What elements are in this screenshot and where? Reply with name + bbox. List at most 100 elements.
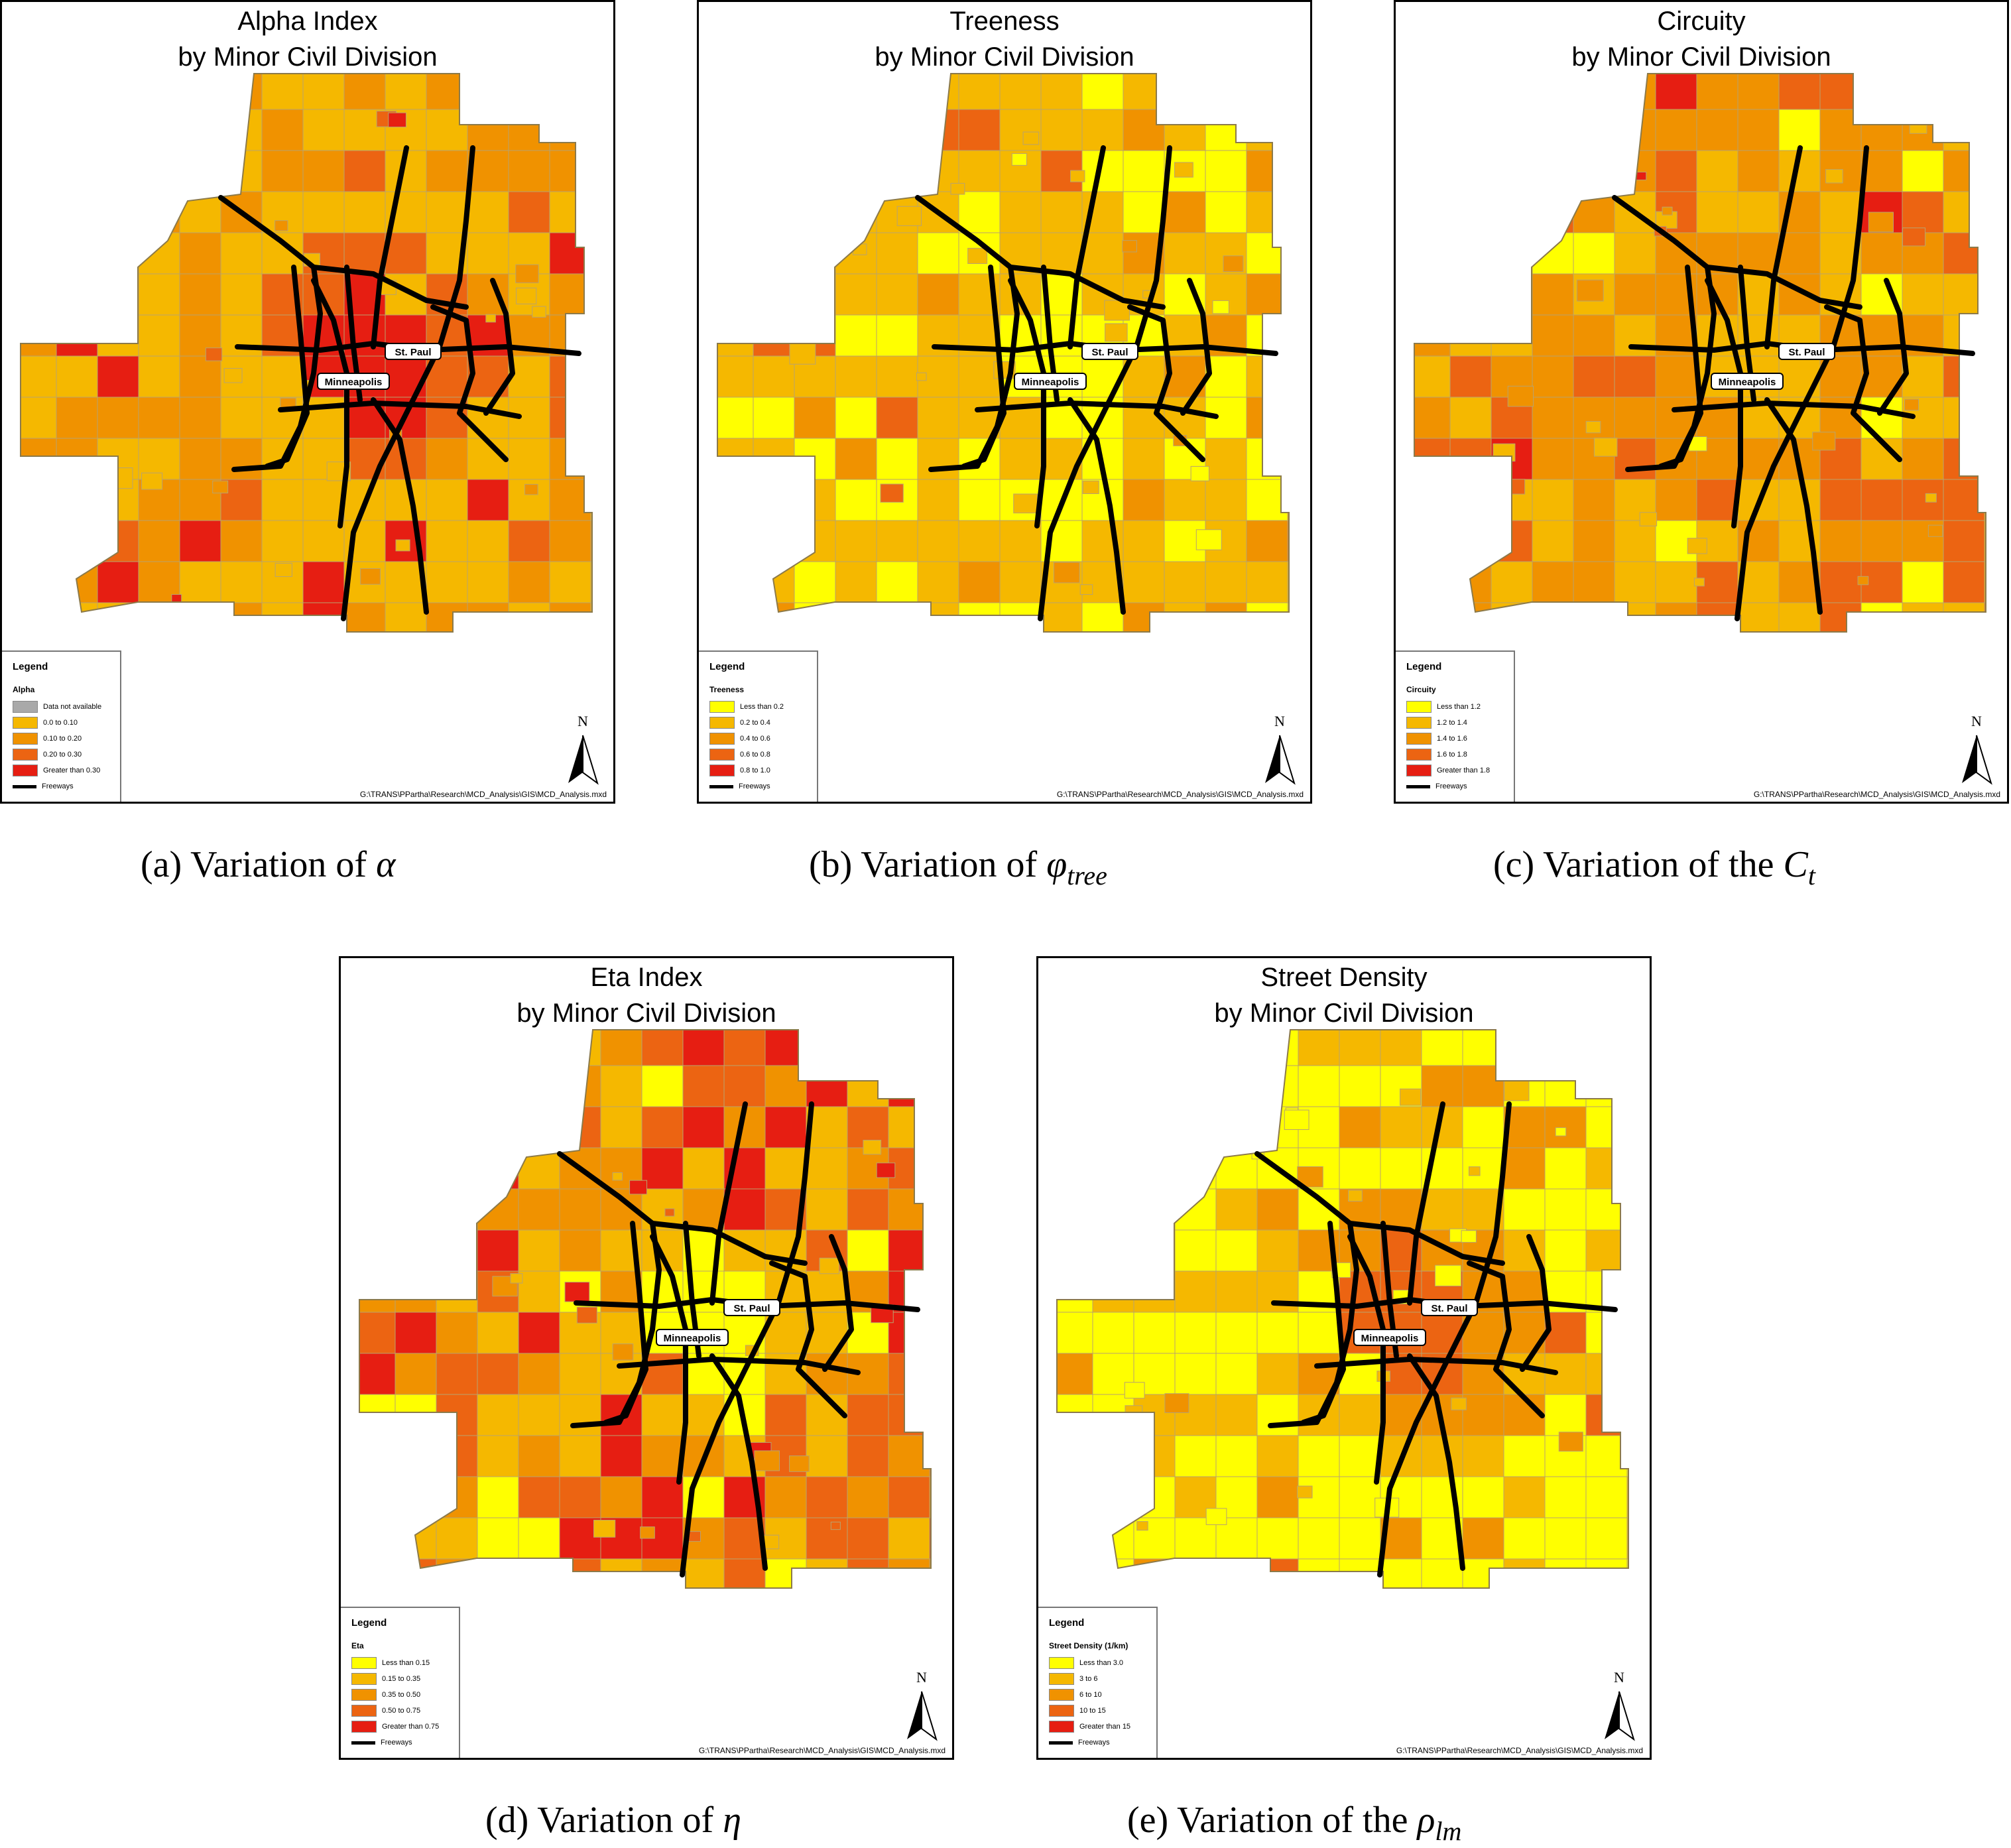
mcd-region — [929, 1147, 931, 1190]
mcd-region — [929, 1394, 931, 1436]
mcd-region — [1449, 232, 1492, 275]
mcd-region — [1482, 202, 1495, 214]
mcd-region — [1414, 232, 1451, 275]
mcd-region — [1421, 1065, 1463, 1107]
mcd-region — [917, 602, 959, 632]
mcd-region — [1414, 438, 1451, 480]
mcd-region — [559, 1229, 601, 1272]
mcd-region — [1573, 232, 1615, 275]
mcd-region — [141, 472, 163, 490]
mcd-region — [1614, 109, 1656, 151]
mcd-region — [1040, 109, 1083, 151]
mcd-region — [220, 561, 263, 603]
mcd-region — [1287, 232, 1289, 275]
mcd-region — [1544, 1106, 1587, 1148]
mcd-region — [593, 1519, 616, 1538]
mcd-region — [21, 520, 57, 562]
mcd-region — [1984, 397, 1986, 439]
mcd-region — [1819, 479, 1862, 521]
freeway-line — [680, 1101, 814, 1577]
mcd-region — [385, 602, 427, 632]
mcd-region — [559, 1188, 601, 1231]
mcd-region — [1902, 479, 1944, 521]
mcd-region — [426, 438, 468, 480]
city-label-minneapolis-box — [1014, 373, 1087, 390]
legend-title: Treeness — [709, 685, 745, 694]
freeway-line — [975, 400, 1219, 419]
mcd-region — [436, 1065, 478, 1107]
mcd-region — [1040, 191, 1083, 233]
legend-swatch — [1049, 1705, 1074, 1717]
mcd-region — [1215, 1353, 1258, 1395]
mcd-region — [835, 520, 877, 562]
mcd-region — [835, 273, 877, 316]
mcd-region — [138, 191, 180, 233]
map-legend: Legend Circuity Less than 1.2 1.2 to 1.4 1.4… — [1396, 650, 1515, 802]
mcd-region — [261, 109, 304, 151]
mcd-region — [138, 602, 180, 632]
caption-subscript: lm — [1435, 1816, 1462, 1847]
mcd-region — [1639, 512, 1658, 526]
mcd-region — [477, 1106, 519, 1148]
legend-class: 0.15 to 0.35 — [351, 1672, 420, 1686]
mcd-region — [1256, 1517, 1299, 1560]
mcd-region — [477, 1065, 519, 1107]
mcd-region — [274, 220, 288, 231]
mcd-region — [56, 232, 98, 275]
mcd-region — [1123, 520, 1165, 562]
mcd-region — [302, 150, 345, 192]
freeway-line — [1377, 1101, 1512, 1577]
mcd-region — [1449, 520, 1492, 562]
metro-boundary — [717, 73, 1290, 633]
mcd-region — [929, 1270, 931, 1313]
mcd-region — [1984, 561, 1986, 603]
mcd-region — [1297, 1485, 1313, 1499]
mcd-region — [1434, 1264, 1461, 1286]
mcd-region — [794, 397, 836, 439]
mcd-region — [21, 602, 57, 632]
metro-boundary — [359, 1029, 932, 1589]
mcd-region — [1081, 109, 1124, 151]
mcd-region — [179, 397, 221, 439]
mcd-region — [138, 109, 180, 151]
mcd-region — [835, 109, 877, 151]
freeway-network — [1254, 1101, 1618, 1577]
mcd-region — [1902, 227, 1926, 247]
mcd-region — [1626, 1435, 1628, 1477]
mcd-region — [1532, 397, 1574, 439]
city-label-st-paul-box — [723, 1299, 780, 1316]
mcd-region — [138, 150, 180, 192]
mcd-region — [1164, 109, 1206, 151]
freeway-line-icon — [709, 784, 733, 788]
city-label-minneapolis: Minneapolis — [1022, 377, 1079, 388]
mcd-region — [21, 150, 57, 192]
freeway-line — [1067, 145, 1106, 349]
mcd-region — [1503, 1517, 1546, 1560]
mcd-region — [1943, 438, 1985, 480]
legend-freeways: Freeways — [13, 779, 74, 794]
legend-title: Circuity — [1406, 685, 1436, 694]
mcd-region — [97, 150, 139, 192]
freeway-line — [709, 1353, 768, 1571]
mcd-region — [723, 1558, 766, 1588]
mcd-region — [1092, 1435, 1134, 1477]
mcd-region — [806, 1517, 848, 1560]
mcd-region — [847, 1476, 889, 1518]
mcd-region — [876, 397, 918, 439]
freeway-line — [278, 400, 522, 419]
mcd-region — [876, 438, 918, 480]
mcd-region — [302, 602, 345, 632]
legend-swatch — [1406, 749, 1432, 761]
caption-subscript: tree — [1067, 861, 1107, 891]
legend-class: 0.35 to 0.50 — [351, 1688, 420, 1702]
legend-label: Greater than 0.75 — [382, 1723, 440, 1731]
legend-swatch — [13, 765, 38, 777]
legend-freeways: Freeways — [351, 1735, 412, 1750]
mcd-region — [426, 191, 468, 233]
city-label-minneapolis-box — [656, 1329, 729, 1346]
freeway-line — [1008, 265, 1166, 310]
mcd-region — [1626, 1312, 1628, 1354]
map-title-line1: Alpha Index — [237, 7, 378, 36]
legend-class: 0.6 to 0.8 — [709, 747, 770, 762]
legend-swatch — [13, 717, 38, 729]
